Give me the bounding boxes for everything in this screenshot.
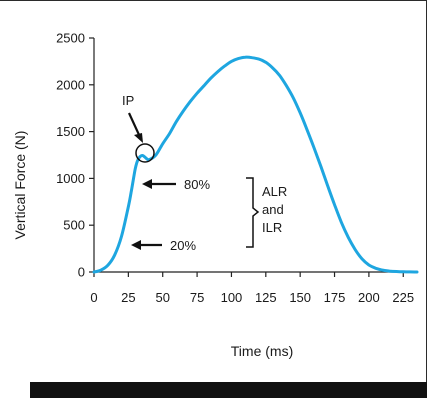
y-tick-label: 2500 [56,31,85,46]
alr-line-2: and [262,202,284,217]
alr-bracket [246,178,258,247]
y-tick-label: 500 [63,218,85,233]
y-tick-label: 1500 [56,124,85,139]
p20-label: 20% [170,238,196,253]
ip-label: IP [122,93,134,108]
x-tick-label: 225 [392,290,414,305]
bottom-bar [30,382,427,398]
x-tick-label: 0 [90,290,97,305]
x-ticks: 0 25 50 75 100 125 150 175 200 225 [90,272,414,305]
y-ticks: 0 500 1000 1500 2000 2500 [56,31,94,280]
ip-arrowhead [134,133,143,143]
x-tick-label: 175 [324,290,346,305]
x-tick-label: 200 [358,290,380,305]
alr-line-1: ALR [262,184,287,199]
x-tick-label: 150 [289,290,311,305]
x-tick-label: 100 [221,290,243,305]
x-axis-label: Time (ms) [231,343,293,359]
y-tick-label: 2000 [56,77,85,92]
x-tick-label: 75 [190,290,204,305]
p80-label: 80% [184,177,210,192]
y-tick-label: 1000 [56,171,85,186]
p80-arrowhead [142,179,152,189]
series-line [94,57,417,272]
x-tick-label: 125 [255,290,277,305]
x-tick-label: 25 [121,290,135,305]
annotations: IP 80% 20% ALR and ILR [122,93,287,253]
p20-arrowhead [131,240,141,250]
ip-arrow [129,113,140,137]
y-tick-label: 0 [78,265,85,280]
alr-line-3: ILR [262,220,282,235]
y-axis-label: Vertical Force (N) [12,131,28,240]
x-tick-label: 50 [155,290,169,305]
ip-circle [136,144,154,162]
